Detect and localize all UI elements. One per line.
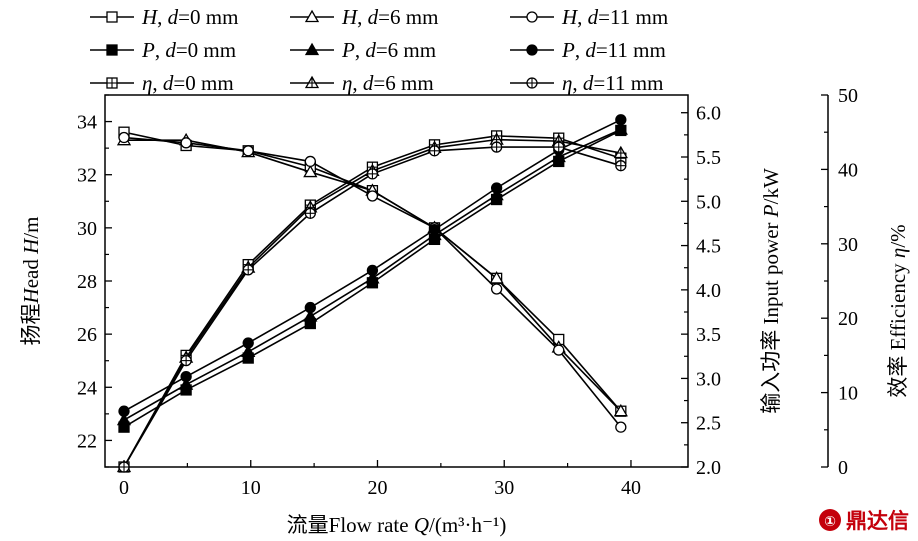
data-point (428, 223, 441, 236)
data-point (304, 9, 320, 23)
series-group (116, 114, 628, 473)
x-tick-label: 10 (241, 477, 261, 499)
series-P-4 (116, 122, 628, 426)
data-point (304, 42, 320, 56)
legend-item: H, d=6 mm (290, 5, 438, 29)
axes: 0 10 20 30 40 22 24 26 28 30 32 34 2.0 2.5 3.0 3.5 4.0 4.… (77, 85, 858, 499)
x-axis-title: 流量Flow rate Q/(m³·h⁻¹) (287, 513, 507, 537)
x-tick-label: 20 (367, 477, 387, 499)
h-tick-label: 30 (77, 218, 97, 240)
h-tick-label: 26 (77, 324, 97, 346)
p-tick-label: 3.5 (696, 324, 721, 346)
data-point (304, 155, 316, 168)
watermark-logo-glyph: ① (824, 514, 836, 530)
data-point (366, 190, 379, 202)
p-tick-label: 6.0 (696, 103, 721, 125)
eta-tick-label: 0 (838, 457, 848, 479)
legend-item: P, d=0 mm (90, 38, 236, 62)
series-eta-6 (118, 130, 627, 473)
data-point (241, 344, 256, 358)
p-tick-label: 5.0 (696, 191, 721, 213)
data-point (116, 412, 132, 426)
eta-axis-title: 效率 Efficiency η/% (886, 224, 910, 397)
x-tick-label: 40 (621, 477, 641, 499)
data-point (180, 137, 192, 149)
data-point (118, 131, 130, 144)
data-point (178, 377, 194, 390)
legend-item: η, d=6 mm (290, 71, 434, 95)
p-tick-label: 4.5 (696, 236, 721, 258)
plot-frame (104, 94, 689, 468)
data-point (242, 145, 254, 157)
watermark-logo-icon (819, 509, 841, 531)
eta-tick-label: 50 (838, 85, 858, 107)
legend-label: H, d=11 mm (561, 5, 668, 29)
eta-tick-label: 20 (838, 308, 858, 330)
h-tick-label: 32 (77, 165, 97, 187)
data-point (526, 44, 538, 56)
axis-titles: 流量Flow rate Q/(m³·h⁻¹) 扬程Head H/m 输入功率 Inp… (19, 168, 910, 537)
data-point (180, 371, 192, 383)
data-point (615, 114, 627, 126)
data-point (106, 11, 118, 23)
data-point (118, 405, 130, 417)
legend-label: H, d=6 mm (341, 5, 438, 29)
eta-tick-label: 10 (838, 383, 858, 405)
p-tick-label: 2.0 (696, 457, 721, 479)
data-point (615, 421, 627, 433)
legend-label: η, d=6 mm (342, 71, 434, 95)
watermark: ① 鼎达信 (819, 509, 909, 533)
legend: H, d=0 mm H, d=6 mm H, d=11 mm P, d=0 mm P, … (90, 5, 668, 95)
p-axis-title: 输入功率 Input power P/kW (759, 168, 783, 414)
data-point (304, 301, 316, 314)
p-tick-label: 2.5 (696, 413, 721, 435)
data-point (490, 283, 503, 295)
p-tick-label: 5.5 (696, 147, 721, 169)
data-point (489, 271, 504, 284)
legend-label: P, d=0 mm (141, 38, 236, 62)
series-eta-8 (118, 141, 627, 473)
legend-label: η, d=0 mm (142, 71, 234, 95)
data-point (489, 187, 504, 201)
legend-label: P, d=11 mm (561, 38, 666, 62)
data-point (490, 182, 503, 194)
legend-label: P, d=6 mm (341, 38, 436, 62)
data-point (613, 403, 628, 417)
eta-tick-label: 30 (838, 234, 858, 256)
data-point (303, 309, 318, 322)
legend-label: H, d=0 mm (141, 5, 238, 29)
x-tick-label: 0 (119, 477, 129, 499)
x-tick-label: 30 (494, 477, 514, 499)
data-point (526, 11, 538, 23)
p-tick-label: 4.0 (696, 280, 721, 302)
legend-item: P, d=11 mm (510, 38, 666, 62)
h-tick-label: 28 (77, 271, 97, 293)
p-tick-label: 3.0 (696, 368, 721, 390)
data-point (366, 264, 379, 277)
h-tick-label: 34 (77, 112, 97, 134)
data-point (365, 271, 380, 284)
data-point (106, 44, 118, 56)
legend-item: η, d=0 mm (90, 71, 234, 95)
legend-item: H, d=11 mm (510, 5, 668, 29)
watermark-text: 鼎达信 (846, 509, 909, 533)
h-axis-title: 扬程Head H/m (19, 217, 43, 346)
data-point (553, 344, 565, 356)
legend-label: η, d=11 mm (562, 71, 663, 95)
data-point (613, 122, 628, 135)
data-point (551, 149, 566, 163)
legend-item: P, d=6 mm (290, 38, 436, 62)
eta-tick-label: 40 (838, 159, 858, 181)
data-point (303, 164, 318, 178)
legend-item: η, d=11 mm (510, 71, 663, 95)
legend-item: H, d=0 mm (90, 5, 238, 29)
h-tick-label: 24 (77, 377, 97, 399)
data-point (242, 337, 254, 349)
h-tick-label: 22 (77, 430, 97, 452)
series-H-2 (118, 131, 627, 433)
series-P-5 (118, 114, 627, 417)
